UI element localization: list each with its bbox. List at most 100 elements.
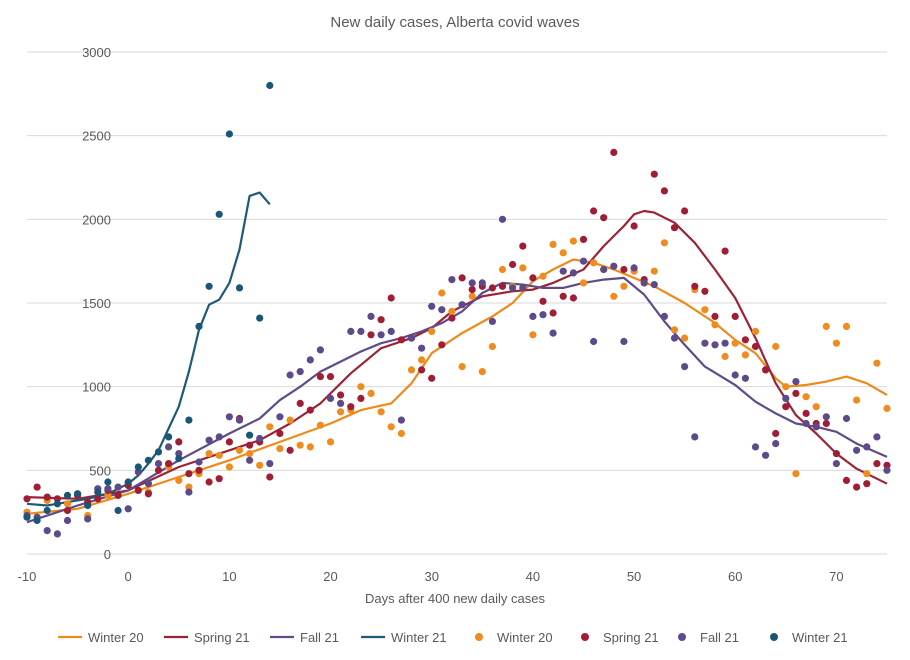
point-fall-21 — [296, 368, 304, 376]
point-spring-21 — [418, 366, 426, 374]
point-fall-21 — [266, 460, 274, 468]
point-spring-21 — [579, 235, 588, 243]
point-winter-20 — [620, 282, 628, 290]
point-fall-21 — [751, 443, 760, 451]
point-spring-21 — [337, 391, 345, 399]
x-tick-label: 50 — [627, 569, 641, 584]
point-fall-21 — [711, 341, 719, 349]
point-spring-21 — [660, 187, 669, 195]
y-tick-label: 0 — [104, 547, 111, 562]
line-spring-21 — [26, 209, 888, 500]
point-fall-21 — [448, 276, 456, 284]
point-winter-20 — [63, 500, 72, 508]
x-tick-label: 60 — [728, 569, 742, 584]
point-winter-20 — [539, 272, 547, 280]
point-winter-20 — [610, 292, 618, 300]
point-winter-20 — [367, 389, 375, 397]
point-spring-21 — [711, 312, 719, 320]
point-winter-21 — [134, 463, 142, 471]
point-spring-21 — [296, 399, 304, 407]
legend-item-dot-spring-21: Spring 21 — [581, 630, 659, 645]
point-winter-20 — [488, 342, 496, 351]
point-spring-21 — [610, 148, 618, 156]
point-winter-21 — [235, 284, 244, 292]
y-tick-label: 1000 — [82, 380, 111, 395]
point-winter-20 — [822, 322, 830, 330]
x-tick-label: 0 — [125, 569, 132, 584]
x-axis-label: Days after 400 new daily cases — [365, 591, 545, 606]
legend-item-line-winter-21: Winter 21 — [361, 630, 447, 645]
point-winter-20 — [549, 240, 557, 248]
point-winter-20 — [832, 339, 841, 347]
point-spring-21 — [822, 419, 830, 428]
point-spring-21 — [326, 373, 335, 381]
point-spring-21 — [387, 294, 395, 302]
point-winter-20 — [185, 483, 193, 491]
point-winter-20 — [579, 279, 588, 287]
point-spring-21 — [246, 441, 254, 449]
point-spring-21 — [468, 286, 476, 294]
point-fall-21 — [286, 371, 294, 379]
point-winter-20 — [337, 408, 345, 416]
legend-dot-swatch — [678, 633, 686, 641]
point-fall-21 — [670, 334, 679, 342]
point-fall-21 — [610, 262, 618, 270]
x-tick-label: -10 — [18, 569, 37, 584]
point-winter-20 — [782, 383, 790, 391]
x-tick-label: 20 — [323, 569, 337, 584]
point-spring-21 — [165, 460, 173, 468]
point-winter-21 — [175, 455, 183, 463]
point-spring-21 — [691, 282, 699, 290]
point-spring-21 — [286, 446, 294, 454]
point-fall-21 — [701, 339, 709, 347]
point-spring-21 — [53, 495, 62, 503]
point-winter-20 — [802, 393, 810, 401]
point-spring-21 — [33, 483, 41, 491]
point-spring-21 — [508, 260, 517, 269]
point-winter-21 — [165, 433, 173, 441]
legend-label: Winter 20 — [88, 630, 144, 645]
legend-label: Winter 21 — [391, 630, 447, 645]
point-fall-21 — [205, 436, 213, 444]
legend-dot-swatch — [581, 633, 589, 641]
point-fall-21 — [175, 450, 183, 458]
point-spring-21 — [114, 491, 122, 499]
point-winter-20 — [498, 265, 507, 274]
point-winter-21 — [266, 81, 274, 90]
point-fall-21 — [590, 337, 598, 346]
point-spring-21 — [772, 429, 780, 438]
point-winter-20 — [853, 396, 861, 404]
point-winter-20 — [650, 267, 658, 275]
point-winter-21 — [195, 322, 203, 330]
y-tick-label: 2000 — [82, 212, 111, 227]
point-spring-21 — [701, 287, 709, 295]
point-fall-21 — [235, 416, 244, 424]
point-fall-21 — [731, 371, 739, 379]
point-winter-21 — [185, 416, 193, 424]
point-fall-21 — [478, 279, 486, 287]
point-fall-21 — [559, 267, 567, 275]
point-fall-21 — [357, 327, 365, 335]
point-spring-21 — [590, 207, 598, 215]
point-fall-21 — [43, 527, 51, 535]
point-fall-21 — [185, 488, 193, 496]
point-fall-21 — [762, 451, 770, 459]
point-fall-21 — [276, 413, 284, 421]
point-spring-21 — [63, 506, 72, 515]
point-spring-21 — [306, 406, 314, 414]
point-winter-21 — [124, 478, 132, 486]
point-fall-21 — [488, 317, 496, 325]
point-spring-21 — [853, 483, 861, 491]
point-fall-21 — [306, 356, 314, 364]
point-winter-20 — [519, 264, 527, 272]
point-fall-21 — [225, 413, 233, 421]
point-winter-21 — [144, 456, 152, 464]
point-fall-21 — [812, 423, 820, 431]
point-winter-20 — [357, 383, 365, 391]
point-winter-20 — [873, 359, 881, 367]
point-winter-20 — [306, 443, 314, 451]
point-winter-20 — [326, 438, 335, 446]
point-winter-20 — [590, 259, 598, 267]
point-fall-21 — [681, 363, 689, 371]
point-fall-21 — [772, 440, 780, 448]
